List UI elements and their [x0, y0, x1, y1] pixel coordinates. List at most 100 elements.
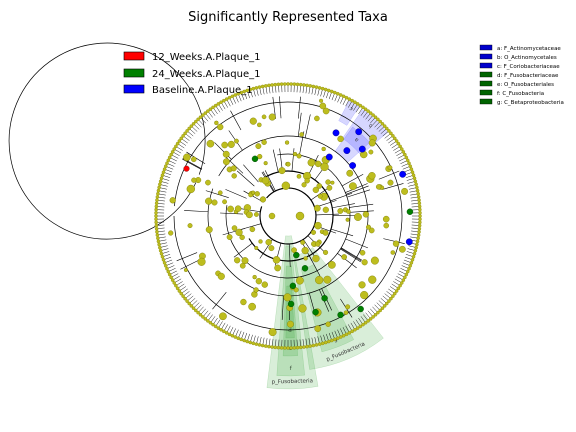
leaf-node — [341, 333, 346, 338]
clade-label-c: c: F_Coriobacteriaceae — [497, 64, 560, 70]
leaf-node — [239, 90, 243, 95]
leaf-node — [154, 220, 158, 225]
branch-edge — [297, 112, 302, 137]
tree-node — [316, 183, 323, 189]
baseline-node — [349, 162, 357, 169]
leaf-node — [414, 182, 418, 187]
leaf-node — [292, 82, 297, 86]
leaf-node — [160, 255, 165, 259]
tree-node — [325, 321, 331, 327]
leaf-node — [358, 103, 363, 108]
tree-node — [346, 209, 351, 214]
branch-edge — [310, 186, 331, 201]
leaf-node — [162, 261, 167, 265]
leaf-node — [418, 214, 422, 218]
leaf-node — [373, 313, 378, 317]
leaf-node — [366, 109, 370, 113]
leaf-node — [283, 82, 287, 86]
week24-node — [293, 251, 300, 259]
leaf-node — [187, 126, 191, 131]
leaf-node — [187, 301, 191, 306]
leaf-node — [286, 346, 290, 350]
leaf-node — [376, 310, 380, 315]
tree-node — [261, 114, 267, 120]
baseline-node — [325, 153, 333, 161]
branch-edge — [341, 247, 362, 261]
leaf-node — [172, 147, 176, 151]
leaf-node — [254, 86, 259, 90]
tree-node — [286, 320, 294, 328]
leaf-node — [403, 152, 407, 157]
clade-swatch-b — [479, 53, 493, 60]
tree-node — [239, 234, 245, 241]
leaf-node — [264, 84, 268, 88]
branch-edge — [315, 213, 339, 216]
tree-node — [321, 146, 326, 152]
baseline-node — [405, 238, 413, 246]
legend-swatch-baseline — [123, 84, 145, 94]
leaf-node — [323, 340, 328, 345]
leaf-node — [170, 150, 175, 154]
leaf-node — [378, 308, 382, 313]
tree-node — [362, 211, 370, 218]
leaf-node — [338, 93, 343, 97]
branch-edge — [308, 255, 321, 277]
leaf-node — [417, 230, 421, 234]
branch-edge — [342, 173, 364, 187]
tree-arc — [207, 135, 369, 297]
tree-node — [323, 275, 332, 284]
leaf-node — [373, 115, 378, 119]
tree-node — [314, 221, 322, 230]
figure-title: Significantly Represented Taxa — [188, 10, 388, 25]
tree-node — [387, 179, 394, 186]
leaf-node — [396, 286, 401, 291]
tree-node — [230, 165, 237, 172]
branch-edge — [264, 170, 276, 192]
tree-node — [217, 123, 224, 131]
tree-node — [300, 239, 306, 245]
tree-node — [292, 151, 298, 157]
leaf-node — [230, 94, 235, 99]
tree-node — [312, 186, 319, 194]
leaf-node — [305, 344, 309, 349]
tree-node — [361, 259, 368, 266]
baseline-node — [358, 145, 366, 153]
leaf-node — [163, 164, 168, 168]
leaf-node — [230, 333, 235, 338]
tree-node — [255, 278, 262, 285]
leaf-node — [156, 192, 160, 196]
leaf-node — [248, 340, 253, 345]
leaf-node — [411, 255, 416, 259]
leaf-node — [155, 230, 159, 234]
leaf-node — [165, 161, 169, 166]
leaf-node — [366, 319, 370, 323]
leaf-node — [245, 339, 249, 344]
leaf-node — [155, 198, 159, 202]
tree-node — [231, 225, 238, 231]
tree-node — [259, 196, 267, 203]
leaf-node — [267, 344, 271, 349]
tree-node — [231, 173, 237, 179]
branch-edge — [345, 238, 368, 249]
tree-node — [284, 140, 290, 145]
leaf-node — [400, 147, 404, 151]
leaf-node — [211, 105, 215, 110]
leaf-node — [203, 317, 208, 321]
leaf-node — [175, 141, 180, 146]
tree-node — [257, 122, 262, 128]
tree-node — [234, 257, 241, 264]
leaf-node — [382, 124, 387, 128]
tree-node — [322, 107, 330, 115]
baseline-node — [355, 128, 363, 136]
tree-node — [205, 197, 213, 205]
tree-node — [206, 139, 215, 148]
leaf-node — [198, 115, 203, 119]
leaf-node — [344, 332, 349, 337]
tree-node — [245, 211, 253, 219]
sector-label-blue-a: a — [354, 136, 361, 143]
leaf-node — [415, 242, 419, 247]
week12-node — [183, 165, 190, 172]
leaf-node — [273, 345, 278, 350]
leaf-node — [371, 113, 375, 117]
